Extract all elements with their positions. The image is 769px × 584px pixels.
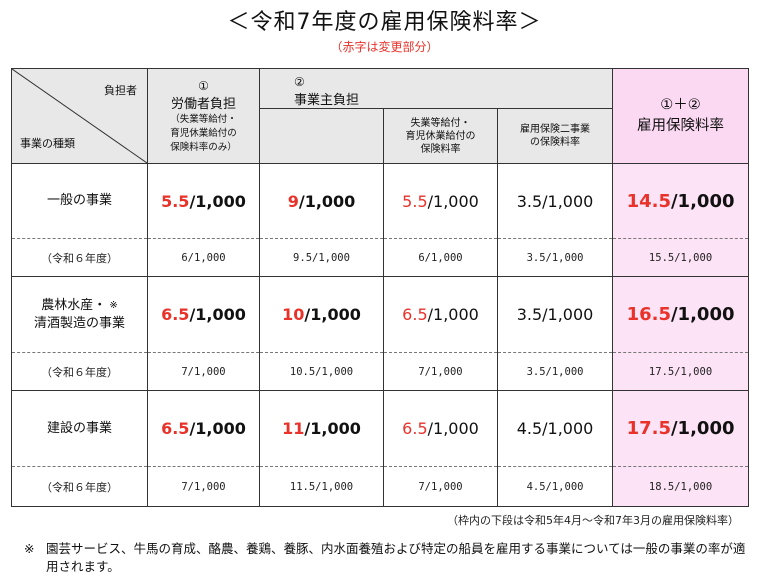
cell-agriculture-unemployment: 6.5/1,000 bbox=[383, 276, 498, 353]
prev-year-label-general: （令和６年度） bbox=[11, 238, 148, 277]
header-worker-note-3: 保険料率のみ） bbox=[170, 141, 237, 153]
prev-construction-unemployment: 7/1,000 bbox=[383, 466, 498, 507]
prev-general-unemployment: 6/1,000 bbox=[383, 238, 498, 277]
header-unemployment-rate: 失業等給付・ 育児休業給付の 保険料率 bbox=[383, 108, 498, 164]
prev-agriculture-two-projects: 3.5/1,000 bbox=[496, 352, 614, 391]
row-label-construction: 建設の事業 bbox=[11, 390, 148, 467]
payer-label: 負担者 bbox=[104, 84, 137, 97]
cell-construction-two-projects: 4.5/1,000 bbox=[496, 390, 614, 467]
diagonal-line bbox=[12, 69, 147, 163]
header-worker-note-2: 育児休業給付の bbox=[170, 127, 237, 139]
header-total-number: ①＋② bbox=[660, 97, 701, 113]
prev-general-total: 15.5/1,000 bbox=[612, 238, 750, 277]
header-two-projects-rate: 雇用保険二事業 の保険料率 bbox=[496, 108, 614, 164]
prev-general-employer: 9.5/1,000 bbox=[259, 238, 384, 277]
note-text: 園芸サービス、牛馬の育成、酪農、養鶏、養豚、内水面養殖および特定の船員を雇用する… bbox=[46, 541, 746, 574]
header-two-projects-line-2: の保険料率 bbox=[530, 137, 581, 148]
header-unemployment-line-2: 育児休業給付の bbox=[405, 130, 476, 142]
header-employer-number: ② bbox=[294, 75, 305, 89]
prev-agriculture-total: 17.5/1,000 bbox=[612, 352, 750, 391]
header-employer-share: ② 事業主負担 bbox=[258, 68, 614, 109]
prev-construction-employer: 11.5/1,000 bbox=[259, 466, 384, 507]
cell-general-employer: 9/1,000 bbox=[259, 163, 384, 239]
page-subtitle: （赤字は変更部分） bbox=[330, 40, 439, 54]
business-type-label: 事業の種類 bbox=[20, 137, 75, 150]
header-unemployment-line-1: 失業等給付・ bbox=[410, 117, 471, 129]
prev-construction-total: 18.5/1,000 bbox=[612, 466, 750, 507]
prev-agriculture-unemployment: 7/1,000 bbox=[383, 352, 498, 391]
header-worker-label: 労働者負担 bbox=[170, 96, 236, 112]
cell-agriculture-worker: 6.5/1,000 bbox=[147, 276, 260, 353]
prev-year-label-agriculture: （令和６年度） bbox=[11, 352, 148, 391]
header-worker-note-1: （失業等給付・ bbox=[170, 113, 237, 125]
cell-construction-employer: 11/1,000 bbox=[259, 390, 384, 467]
prev-year-label-construction: （令和６年度） bbox=[11, 466, 148, 507]
cell-construction-worker: 6.5/1,000 bbox=[147, 390, 260, 467]
header-two-projects-line-1: 雇用保険二事業 bbox=[520, 124, 591, 135]
prev-construction-two-projects: 4.5/1,000 bbox=[496, 466, 614, 507]
row-label-agriculture: 農林水産・ ※ 清酒製造の事業 bbox=[11, 276, 148, 353]
cell-general-worker: 5.5/1,000 bbox=[147, 163, 260, 239]
cell-general-two-projects: 3.5/1,000 bbox=[496, 163, 614, 239]
header-total-rate: ①＋② 雇用保険料率 bbox=[612, 68, 750, 164]
cell-general-unemployment: 5.5/1,000 bbox=[383, 163, 498, 239]
prev-agriculture-worker: 7/1,000 bbox=[147, 352, 260, 391]
asterisk-mark: ※ bbox=[109, 299, 118, 311]
cell-agriculture-two-projects: 3.5/1,000 bbox=[496, 276, 614, 353]
diagonal-header-cell: 負担者 事業の種類 bbox=[11, 68, 148, 164]
prev-general-worker: 6/1,000 bbox=[147, 238, 260, 277]
header-unemployment-line-3: 保険料率 bbox=[420, 143, 461, 155]
header-worker-number: ① bbox=[198, 78, 209, 93]
cell-agriculture-employer: 10/1,000 bbox=[259, 276, 384, 353]
prev-general-two-projects: 3.5/1,000 bbox=[496, 238, 614, 277]
prev-agriculture-employer: 10.5/1,000 bbox=[259, 352, 384, 391]
row-label-general: 一般の事業 bbox=[11, 163, 148, 239]
cell-construction-unemployment: 6.5/1,000 bbox=[383, 390, 498, 467]
header-employer-subcol-1 bbox=[259, 108, 384, 164]
insurance-rate-table: 負担者 事業の種類 ① 労働者負担 （失業等給付・ 育児休業給付の 保険料率のみ… bbox=[11, 68, 750, 507]
header-worker-share: ① 労働者負担 （失業等給付・ 育児休業給付の 保険料率のみ） bbox=[147, 68, 260, 164]
prev-construction-worker: 7/1,000 bbox=[147, 466, 260, 507]
period-footnote: （枠内の下段は令和5年4月～令和7年3月の雇用保険料率） bbox=[447, 514, 739, 527]
cell-agriculture-total: 16.5/1,000 bbox=[612, 276, 750, 353]
header-employer-label: 事業主負担 bbox=[294, 93, 360, 108]
cell-general-total: 14.5/1,000 bbox=[612, 163, 750, 239]
note-asterisk: ※ bbox=[24, 541, 35, 556]
header-total-label: 雇用保険料率 bbox=[637, 118, 725, 134]
cell-construction-total: 17.5/1,000 bbox=[612, 390, 750, 467]
page-title: ＜令和7年度の雇用保険料率＞ bbox=[227, 10, 542, 35]
